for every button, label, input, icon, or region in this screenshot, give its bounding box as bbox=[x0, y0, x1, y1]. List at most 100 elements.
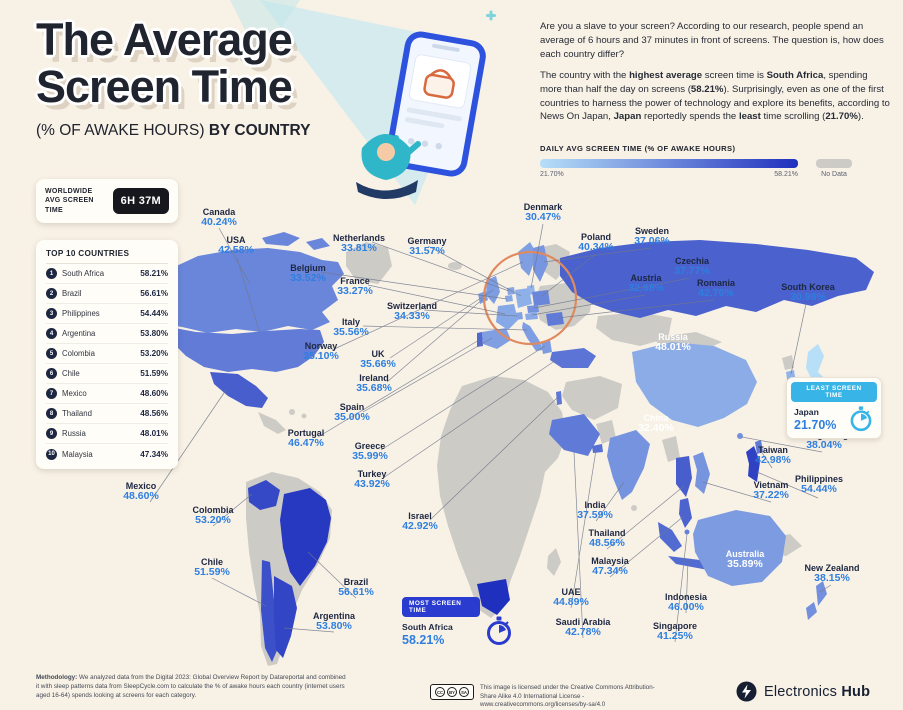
country-shape-usa bbox=[164, 326, 324, 372]
map-label-ireland: Ireland 35.68% bbox=[356, 373, 392, 395]
top10-country: Philippines bbox=[62, 309, 100, 318]
map-label-norway: Norway 35.10% bbox=[303, 341, 339, 363]
worldwide-average-label: WORLDWIDE AVG SCREEN TIME bbox=[45, 188, 94, 214]
electronics-hub-logo-icon bbox=[736, 681, 757, 702]
top10-row: 10 Malaysia 47.34% bbox=[46, 444, 168, 464]
country-shape-canada-islands2 bbox=[306, 238, 330, 250]
country-shape-philippines bbox=[746, 446, 760, 482]
map-label-indonesia: Indonesia 46.00% bbox=[664, 592, 708, 614]
map-label-colombia: Colombia 53.20% bbox=[192, 505, 234, 527]
top10-row: 8 Thailand 48.56% bbox=[46, 404, 168, 424]
cc-icon: CC bbox=[435, 687, 445, 697]
top10-row: 9 Russia 48.01% bbox=[46, 424, 168, 444]
top10-value: 56.61% bbox=[140, 289, 168, 298]
map-label-turkey: Turkey 43.92% bbox=[354, 469, 390, 491]
map-label-israel: Israel 42.92% bbox=[402, 511, 438, 533]
legend: DAILY AVG SCREEN TIME (% OF AWAKE HOURS)… bbox=[540, 144, 890, 178]
map-label-canada: Canada 40.24% bbox=[201, 207, 237, 229]
least-screen-time-value: 21.70% bbox=[794, 417, 837, 432]
top10-row: 6 Chile 51.59% bbox=[46, 364, 168, 384]
map-label-denmark: Denmark 30.47% bbox=[523, 202, 563, 224]
rank-badge: 9 bbox=[46, 428, 57, 439]
country-shape-czechia bbox=[527, 305, 539, 313]
country-shape-colombia bbox=[248, 480, 280, 510]
map-label-malaysia: Malaysia 47.34% bbox=[591, 556, 629, 578]
top10-row: 4 Argentina 53.80% bbox=[46, 324, 168, 344]
map-label-uk: UK 35.66% bbox=[360, 349, 396, 371]
country-shape-mexico bbox=[210, 372, 268, 408]
most-screen-time-title: MOST SCREEN TIME bbox=[402, 597, 480, 617]
top10-country: Chile bbox=[62, 369, 80, 378]
map-label-china: China 32.40% bbox=[638, 413, 674, 435]
top10-country: Argentina bbox=[62, 329, 96, 338]
electronics-hub-logo: Electronics Hub bbox=[736, 681, 870, 702]
top10-value: 48.56% bbox=[140, 409, 168, 418]
intro-text: Are you a slave to your screen? Accordin… bbox=[540, 20, 890, 124]
top10-country: South Africa bbox=[62, 269, 105, 278]
country-shape-romania bbox=[546, 312, 564, 326]
country-shape-argentina bbox=[274, 576, 297, 658]
top10-row: 3 Philippines 54.44% bbox=[46, 304, 168, 324]
map-label-portugal: Portugal 46.47% bbox=[287, 428, 325, 450]
top10-value: 48.01% bbox=[140, 429, 168, 438]
map-label-taiwan: Taiwan 42.98% bbox=[755, 445, 791, 467]
top10-country: Russia bbox=[62, 429, 86, 438]
page-subtitle: (% OF AWAKE HOURS) BY COUNTRY bbox=[36, 121, 311, 139]
top10-row: 5 Colombia 53.20% bbox=[46, 344, 168, 364]
map-label-russia: Russia 48.01% bbox=[655, 332, 691, 354]
country-shape-spain bbox=[482, 328, 511, 349]
top10-country: Colombia bbox=[62, 349, 95, 358]
country-regions bbox=[128, 232, 874, 662]
rank-badge: 6 bbox=[46, 368, 57, 379]
license-text: This image is licensed under the Creativ… bbox=[480, 684, 655, 709]
top10-row: 2 Brazil 56.61% bbox=[46, 284, 168, 304]
country-shape-canada-islands bbox=[262, 232, 300, 246]
top10-title: TOP 10 COUNTRIES bbox=[46, 249, 168, 264]
country-shape-norway bbox=[518, 242, 537, 276]
top10-row: 1 South Africa 58.21% bbox=[46, 264, 168, 284]
country-shape-saudi-arabia bbox=[549, 414, 600, 456]
country-shape-malaysia bbox=[679, 498, 692, 528]
country-shape-turkey bbox=[550, 348, 596, 368]
country-shape-france bbox=[496, 304, 518, 330]
country-shape-austria bbox=[525, 312, 538, 320]
country-shape-chile bbox=[261, 560, 278, 662]
legend-title: DAILY AVG SCREEN TIME (% OF AWAKE HOURS) bbox=[540, 144, 736, 153]
logo-text-electronics: Electronics bbox=[764, 683, 838, 700]
map-label-australia: Australia 35.89% bbox=[725, 549, 765, 571]
legend-max-label: 58.21% bbox=[774, 171, 798, 178]
map-label-brazil: Brazil 56.61% bbox=[338, 577, 374, 599]
rank-badge: 3 bbox=[46, 308, 57, 319]
top10-value: 54.44% bbox=[140, 309, 168, 318]
most-screen-time-callout: MOST SCREEN TIME South Africa 58.21% bbox=[402, 597, 511, 647]
top10-country: Mexico bbox=[62, 389, 87, 398]
most-screen-time-value: 58.21% bbox=[402, 633, 445, 647]
country-shape-new-zealand-south bbox=[806, 602, 817, 620]
rank-badge: 7 bbox=[46, 388, 57, 399]
map-label-switzerland: Switzerland 34.33% bbox=[386, 301, 438, 323]
top10-country: Brazil bbox=[62, 289, 82, 298]
top10-value: 48.60% bbox=[140, 389, 168, 398]
top10-country: Thailand bbox=[62, 409, 92, 418]
country-shape-uae bbox=[592, 444, 603, 453]
top10-value: 51.59% bbox=[140, 369, 168, 378]
cc-sa-icon: SA bbox=[459, 687, 469, 697]
map-label-mexico: Mexico 48.60% bbox=[123, 481, 159, 503]
map-label-vietnam: Vietnam 37.22% bbox=[753, 480, 789, 502]
map-label-usa: USA 42.58% bbox=[218, 235, 254, 257]
map-label-poland: Poland 40.34% bbox=[578, 232, 614, 254]
top10-value: 58.21% bbox=[140, 269, 168, 278]
map-label-new-zealand: New Zealand 38.15% bbox=[804, 563, 860, 585]
logo-text-hub: Hub bbox=[841, 683, 871, 700]
map-label-uae: UAE 44.89% bbox=[553, 587, 589, 609]
worldwide-average-value: 6H 37M bbox=[112, 188, 169, 215]
country-shape-portugal bbox=[477, 332, 483, 347]
top10-card: TOP 10 COUNTRIES 1 South Africa 58.21% 2 Br… bbox=[36, 240, 178, 469]
stopwatch-icon bbox=[850, 406, 872, 432]
rank-badge: 8 bbox=[46, 408, 57, 419]
intro-paragraph-2: The country with the highest average scr… bbox=[540, 69, 890, 123]
stopwatch-icon bbox=[487, 616, 511, 645]
rank-badge: 4 bbox=[46, 328, 57, 339]
map-label-philippines: Philippines 54.44% bbox=[794, 474, 844, 496]
